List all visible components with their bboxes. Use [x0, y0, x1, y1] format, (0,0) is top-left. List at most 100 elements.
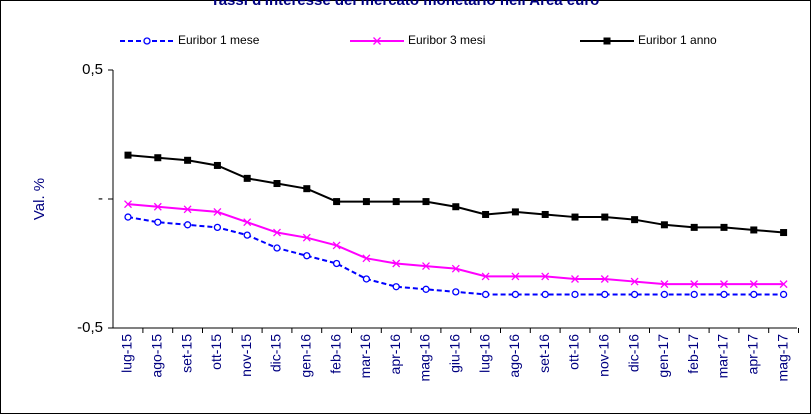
marker [720, 223, 728, 231]
marker [571, 213, 579, 221]
marker [154, 154, 162, 162]
legend-label: Euribor 3 mesi [408, 33, 485, 47]
x-tick-label: nov-15 [238, 334, 254, 377]
marker [362, 275, 371, 283]
marker [780, 229, 788, 237]
marker [392, 198, 400, 206]
marker [481, 290, 490, 299]
x-tick-label: ott-16 [566, 334, 582, 370]
marker [143, 37, 151, 45]
marker [273, 180, 281, 188]
marker [452, 288, 460, 296]
x-tick-label: apr-17 [745, 334, 761, 375]
marker [213, 207, 222, 216]
marker [600, 275, 609, 283]
marker [243, 231, 251, 239]
x-tick-label: feb-16 [327, 334, 343, 374]
marker [154, 218, 162, 226]
marker [541, 210, 549, 218]
marker [720, 290, 728, 299]
marker [720, 280, 728, 289]
marker [452, 203, 460, 211]
marker [273, 244, 281, 252]
marker [183, 205, 192, 214]
x-tick-label: ago-15 [149, 334, 165, 378]
x-tick-label: ago-16 [506, 334, 522, 378]
marker [333, 198, 341, 206]
marker [422, 198, 430, 206]
x-tick-label: giu-16 [447, 334, 463, 373]
marker [571, 290, 579, 299]
marker [481, 272, 490, 281]
marker [690, 280, 699, 289]
x-tick-label: gen-17 [655, 334, 671, 378]
x-tick-label: mag-17 [774, 334, 790, 382]
marker [243, 174, 251, 182]
x-tick-label: dic-16 [625, 334, 641, 372]
marker [660, 221, 668, 229]
marker [511, 290, 520, 299]
x-tick-label: lug-15 [119, 334, 135, 373]
marker [603, 37, 611, 45]
marker [511, 272, 520, 281]
marker [184, 156, 192, 164]
marker [749, 280, 758, 289]
marker [213, 223, 222, 232]
marker [302, 233, 311, 242]
legend-label: Euribor 1 mese [178, 33, 260, 47]
marker [451, 264, 460, 273]
marker [153, 202, 162, 211]
marker [373, 37, 381, 45]
marker [690, 290, 698, 299]
marker [601, 290, 609, 299]
y-tick-label: 0,5 [82, 61, 103, 78]
marker [243, 218, 252, 227]
marker [273, 228, 281, 237]
x-tick-label: ott-15 [208, 334, 224, 370]
x-tick-label: gen-16 [298, 334, 314, 378]
marker [362, 198, 370, 206]
x-tick-label: set-16 [536, 334, 552, 373]
marker [660, 280, 669, 289]
marker [332, 259, 341, 268]
x-tick-label: mag-16 [417, 334, 433, 382]
marker [392, 259, 401, 268]
marker [511, 208, 519, 216]
marker [630, 277, 639, 286]
x-tick-label: mar-16 [357, 334, 373, 379]
legend-label: Euribor 1 anno [638, 33, 717, 47]
marker [750, 226, 758, 234]
marker [541, 290, 549, 299]
marker [362, 254, 371, 263]
chart-title: Tassi d'interesse del mercato monetario … [211, 0, 600, 9]
marker [631, 216, 639, 224]
x-tick-label: apr-16 [387, 334, 403, 375]
marker [541, 272, 550, 281]
marker [183, 221, 192, 229]
marker [392, 283, 400, 291]
y-tick-label: - [98, 190, 103, 207]
marker [303, 185, 311, 193]
y-tick-label: -0,5 [77, 319, 103, 336]
marker [750, 290, 758, 299]
marker [124, 151, 132, 159]
x-tick-label: nov-16 [596, 334, 612, 377]
x-tick-label: mar-17 [715, 334, 731, 379]
marker [124, 200, 132, 209]
marker [213, 161, 221, 169]
marker [601, 213, 609, 221]
marker [690, 223, 698, 231]
marker [332, 241, 341, 250]
x-tick-label: feb-17 [685, 334, 701, 374]
marker [124, 213, 132, 221]
marker [571, 275, 579, 283]
marker [779, 280, 788, 289]
marker [303, 252, 311, 260]
x-tick-label: set-15 [178, 334, 194, 373]
marker [482, 210, 490, 218]
x-tick-label: lug-16 [476, 334, 492, 373]
x-tick-label: dic-15 [268, 334, 284, 372]
marker [422, 262, 430, 271]
